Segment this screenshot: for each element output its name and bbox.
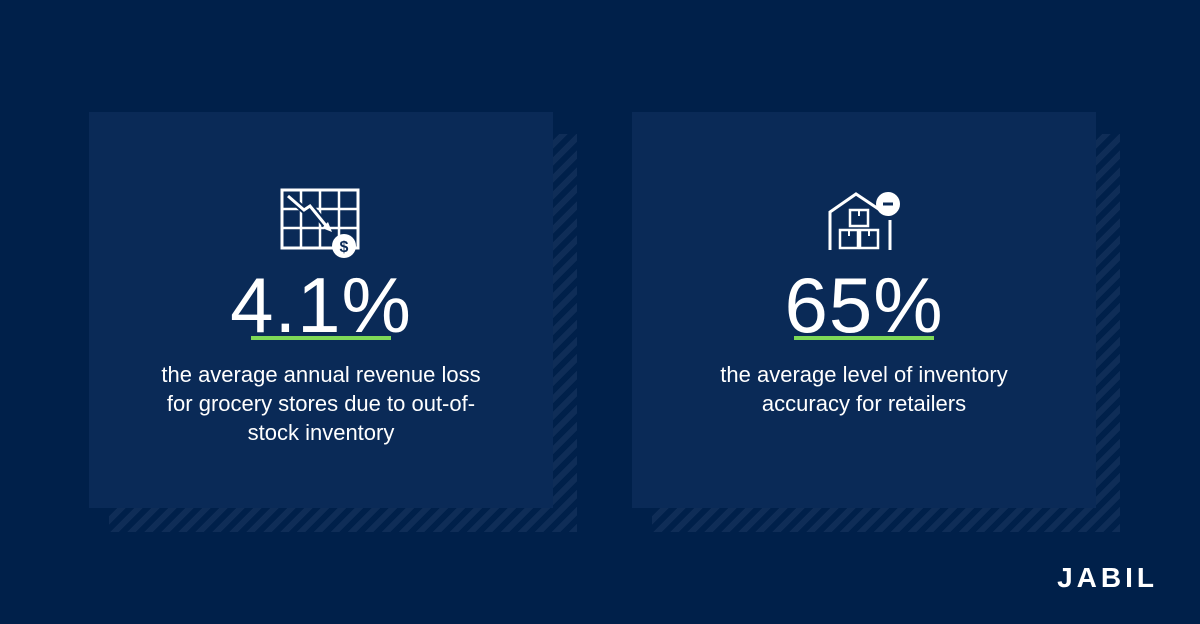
accent-underline xyxy=(251,336,391,340)
svg-text:$: $ xyxy=(340,239,349,256)
warehouse-boxes-minus-icon xyxy=(828,192,900,250)
grid-chart-down-dollar-icon: $ xyxy=(280,188,360,258)
jabil-logo: JABIL xyxy=(1057,562,1158,593)
stat-card-revenue-loss: $ 4.1% the average annual revenue loss f… xyxy=(89,112,579,532)
stat-description: the average annual revenue loss for groc… xyxy=(161,362,481,445)
accent-underline xyxy=(794,336,934,340)
card-panel: 65% the average level of inventory accur… xyxy=(632,112,1096,508)
stat-value: 4.1% xyxy=(230,261,412,349)
stat-value: 65% xyxy=(784,261,944,349)
card-panel: $ 4.1% the average annual revenue loss f… xyxy=(89,112,553,508)
stat-card-inventory-accuracy: 65% the average level of inventory accur… xyxy=(632,112,1122,532)
stat-description: the average level of inventory accuracy … xyxy=(720,362,1008,416)
